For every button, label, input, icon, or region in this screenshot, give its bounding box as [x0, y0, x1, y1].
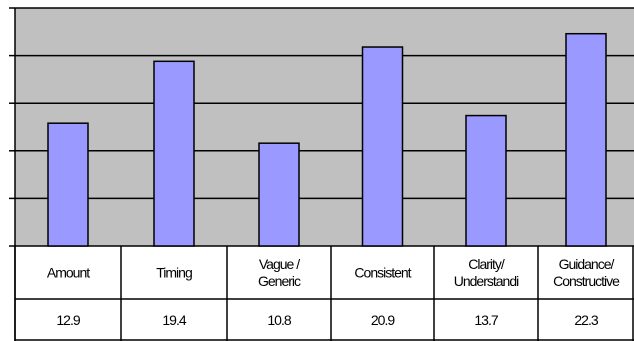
- category-label: Amount: [47, 265, 90, 281]
- value-label: 22.3: [574, 312, 598, 328]
- category-label: Timing: [156, 265, 192, 281]
- plot-area: [9, 7, 634, 341]
- value-label: 19.4: [162, 312, 186, 328]
- value-label: 13.7: [474, 312, 498, 328]
- value-label: 12.9: [56, 312, 80, 328]
- bar: [47, 122, 89, 247]
- category-label: Constructive: [553, 273, 620, 289]
- category-label: Guidance/: [559, 256, 615, 272]
- value-label: 10.8: [267, 312, 291, 328]
- category-label: Vague /: [259, 256, 300, 272]
- category-label: Consistent: [354, 265, 411, 281]
- plot-background: [15, 8, 634, 246]
- value-label: 20.9: [371, 312, 395, 328]
- bar: [153, 60, 195, 247]
- bar: [565, 32, 607, 247]
- bar: [465, 114, 507, 247]
- category-label: Understandi: [454, 273, 519, 289]
- data-table: Amount Timing Vague /Generic Consistent Clar…: [14, 246, 634, 341]
- bar: [258, 142, 300, 247]
- bar: [361, 46, 404, 247]
- bar-series: [47, 32, 607, 247]
- category-label: Generic: [258, 273, 301, 289]
- category-label: Clarity/: [468, 256, 505, 272]
